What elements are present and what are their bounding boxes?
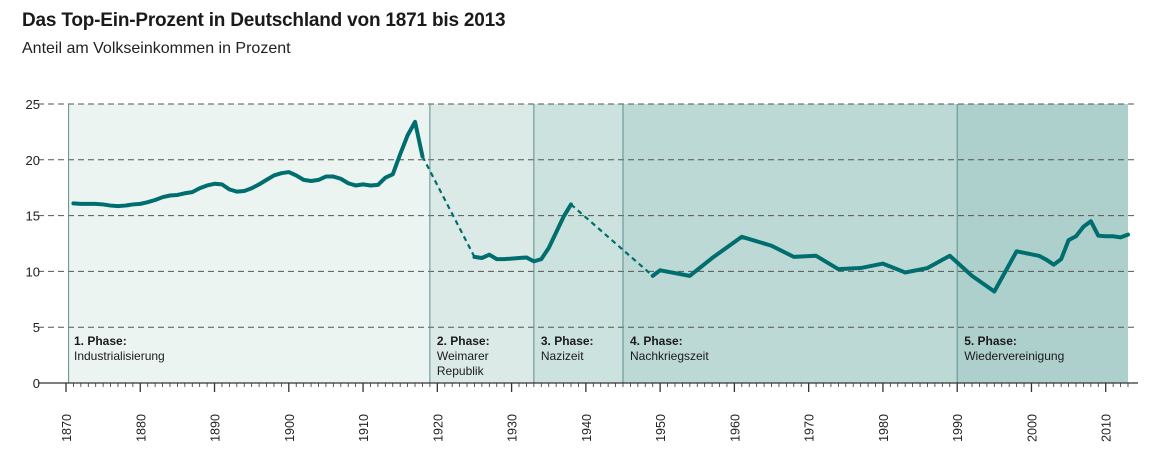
y-tick-label-10: 10 [26, 264, 40, 279]
series-line-3 [472, 202, 574, 264]
phase-2-title: 2. Phase: [437, 334, 490, 348]
x-tick-label-1900: 1900 [283, 414, 297, 442]
grid-lines [38, 103, 1138, 328]
y-tick-label-20: 20 [26, 153, 40, 168]
phase-2-label-line-1: Weimarer [437, 349, 489, 363]
x-tick-label-1890: 1890 [209, 414, 223, 442]
y-tick-label-15: 15 [26, 209, 40, 224]
phase-2-label-line-2: Republik [437, 364, 485, 378]
x-tick-label-1960: 1960 [728, 414, 742, 442]
phase-labels: 1. Phase:Industrialisierung 2. Phase:Weim… [74, 334, 1064, 378]
phase-band-4 [622, 104, 958, 383]
x-tick-label-1980: 1980 [877, 414, 891, 442]
y-axis: 0 5 10 15 20 25 [26, 97, 40, 391]
chart-title: Das Top-Ein-Prozent in Deutschland von 1… [22, 10, 506, 31]
phase-1-label-line-1: Industrialisierung [74, 349, 165, 363]
x-axis: 1870 1880 1890 1900 1910 1920 1930 1940 1950 1960… [38, 382, 1138, 442]
x-tick-label-2010: 2010 [1100, 414, 1114, 442]
phase-5-title: 5. Phase: [964, 334, 1017, 348]
x-tick-label-1990: 1990 [951, 414, 965, 442]
series-line-1 [71, 119, 425, 209]
series-line-4 [570, 203, 654, 277]
y-tick-label-5: 5 [33, 320, 40, 335]
data-series [71, 119, 1130, 294]
y-tick-label-0: 0 [33, 376, 40, 391]
phase-bands [69, 104, 1128, 383]
chart-subtitle: Anteil am Volkseinkommen in Prozent [22, 40, 291, 57]
phase-5-label-line-1: Wiedervereinigung [964, 349, 1064, 363]
x-tick-label-1940: 1940 [580, 414, 594, 442]
series-line-2 [421, 155, 476, 258]
phase-divider-lines [68, 104, 958, 383]
x-tick-label-1910: 1910 [357, 414, 371, 442]
x-tick-label-2000: 2000 [1025, 414, 1039, 442]
x-tick-label-1880: 1880 [134, 414, 148, 442]
x-tick-label-1950: 1950 [654, 414, 668, 442]
phase-3-label-line-1: Nazizeit [541, 349, 584, 363]
phase-4-title: 4. Phase: [630, 334, 683, 348]
phase-4-label-line-1: Nachkriegszeit [630, 349, 709, 363]
phase-band-5 [957, 104, 1128, 383]
x-tick-label-1930: 1930 [506, 414, 520, 442]
x-tick-label-1870: 1870 [60, 414, 74, 442]
x-tick-label-1970: 1970 [803, 414, 817, 442]
x-tick-label-1920: 1920 [431, 414, 445, 442]
y-tick-label-25: 25 [26, 97, 40, 112]
phase-band-2 [429, 104, 534, 383]
phase-band-1 [69, 104, 430, 383]
phase-1-title: 1. Phase: [74, 334, 127, 348]
phase-3-title: 3. Phase: [541, 334, 594, 348]
series-line-5 [650, 219, 1130, 294]
